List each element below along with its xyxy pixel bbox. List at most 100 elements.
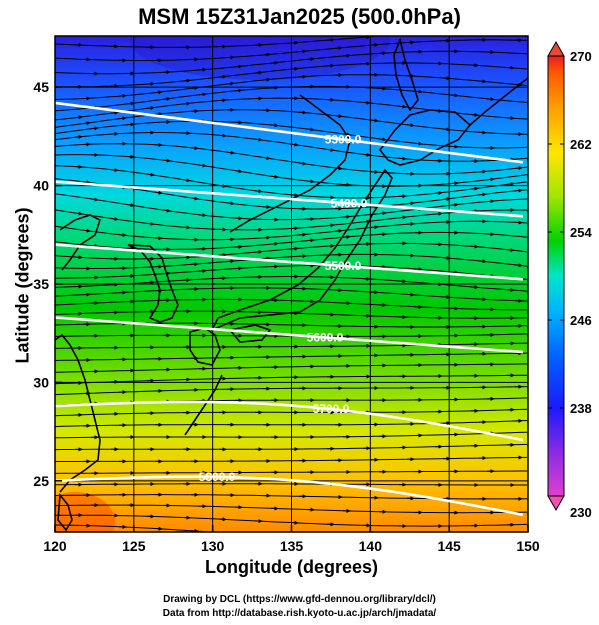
wind-arrow	[190, 146, 199, 151]
wind-arrow	[82, 228, 91, 233]
contour-labels: 5300.0 5400.0 5500.0 5600.0 5700.0 5800.0	[199, 132, 368, 484]
colorbar-bar	[547, 55, 565, 497]
wind-arrow	[90, 126, 99, 131]
wind-arrow	[146, 105, 155, 110]
wind-arrow	[126, 101, 135, 106]
height-contour	[55, 475, 524, 517]
coastline-china	[55, 333, 101, 493]
wind-arrow	[398, 215, 407, 220]
x-tick-label: 125	[122, 538, 146, 554]
wind-arrow	[342, 234, 351, 239]
colorbar-tick-label: 230	[570, 505, 592, 520]
wind-arrow	[162, 96, 171, 101]
wind-arrow	[182, 178, 191, 183]
wind-arrow	[334, 228, 343, 233]
wind-arrow	[470, 186, 479, 191]
wind-arrow	[234, 169, 243, 174]
wind-arrow	[506, 181, 515, 186]
wind-arrow	[118, 116, 127, 121]
wind-arrow	[486, 97, 495, 102]
wind-arrow	[434, 211, 443, 216]
wind-arrow	[234, 88, 243, 93]
wind-arrow	[442, 197, 451, 202]
wind-arrow	[182, 101, 191, 106]
wind-arrow	[478, 79, 487, 84]
y-axis-ticks: 25 30 35 40 45	[33, 79, 62, 489]
wind-arrow	[306, 179, 315, 184]
wind-arrow	[146, 172, 155, 177]
coastlines	[55, 37, 528, 532]
wind-arrow	[198, 92, 207, 97]
coastline-primorye	[229, 94, 351, 233]
wind-arrow	[90, 243, 99, 248]
wind-arrow	[378, 137, 387, 142]
wind-arrow	[406, 201, 415, 206]
wind-arrow	[118, 233, 127, 237]
height-contours	[55, 101, 524, 517]
wind-arrow	[110, 216, 119, 221]
wind-arrow	[478, 259, 487, 264]
wind-arrow	[298, 161, 307, 166]
coastline-shikoku	[228, 324, 272, 343]
coastline-bohai	[59, 214, 101, 271]
wind-arrow	[306, 238, 315, 243]
height-contour	[55, 243, 524, 281]
x-axis-title: Longitude (degrees)	[204, 557, 378, 577]
wind-arrow	[226, 81, 235, 86]
wind-arrow	[514, 188, 523, 193]
colorbar-tick-label: 246	[570, 313, 592, 328]
height-contour	[55, 180, 524, 218]
coastline-honshu	[210, 168, 393, 332]
credit-data-source: Data from http://database.rish.kyoto-u.a…	[162, 608, 437, 619]
wind-arrow	[378, 211, 387, 216]
wind-arrow	[82, 180, 91, 185]
x-tick-label: 140	[359, 538, 383, 554]
wind-arrow	[414, 141, 423, 146]
figure-title: MSM 15Z31Jan2025 (500.0hPa)	[138, 4, 461, 29]
wind-arrow	[326, 223, 335, 228]
wind-arrow	[398, 156, 407, 161]
wind-arrow	[190, 86, 199, 90]
x-tick-label: 130	[201, 538, 225, 554]
wind-arrow	[306, 127, 315, 132]
wind-arrow	[262, 52, 271, 57]
wind-arrow	[154, 190, 163, 195]
wind-arrow	[234, 64, 243, 69]
wind-arrow	[154, 112, 163, 117]
wind-arrow	[334, 114, 343, 119]
wind-arrow	[506, 248, 515, 252]
x-tick-label: 120	[43, 538, 67, 554]
wind-arrow	[254, 137, 263, 142]
wind-arrow	[450, 202, 459, 207]
height-contour	[55, 101, 524, 164]
cold-patch	[130, 36, 390, 80]
wind-arrow	[442, 127, 451, 132]
wind-arrow	[470, 112, 479, 117]
wind-arrow	[218, 133, 227, 138]
coastline-kuril	[469, 77, 528, 126]
wind-arrow	[226, 150, 235, 155]
wind-arrow	[270, 174, 279, 179]
wind-arrow	[486, 177, 495, 182]
wind-arrow	[450, 93, 459, 98]
contour-label: 5500.0	[325, 259, 362, 273]
wind-arrow	[370, 225, 379, 230]
wind-arrow	[362, 100, 371, 105]
contour-label: 5400.0	[331, 196, 368, 210]
coastline-ryukyu	[184, 374, 223, 436]
wind-arrow	[118, 93, 127, 98]
coastline-taiwan	[57, 492, 73, 532]
wind-arrow	[362, 152, 371, 157]
contour-label: 5800.0	[199, 470, 236, 484]
height-contour	[55, 400, 524, 442]
x-tick-label: 145	[437, 538, 461, 554]
coastline-sakhalin	[393, 37, 419, 112]
wind-arrow	[110, 167, 119, 172]
contour-label: 5600.0	[307, 330, 344, 344]
wind-arrow	[450, 270, 459, 275]
wind-arrow	[162, 158, 171, 163]
y-tick-label: 35	[33, 276, 49, 292]
coastline-korea	[127, 244, 179, 323]
wind-arrow	[126, 203, 135, 208]
